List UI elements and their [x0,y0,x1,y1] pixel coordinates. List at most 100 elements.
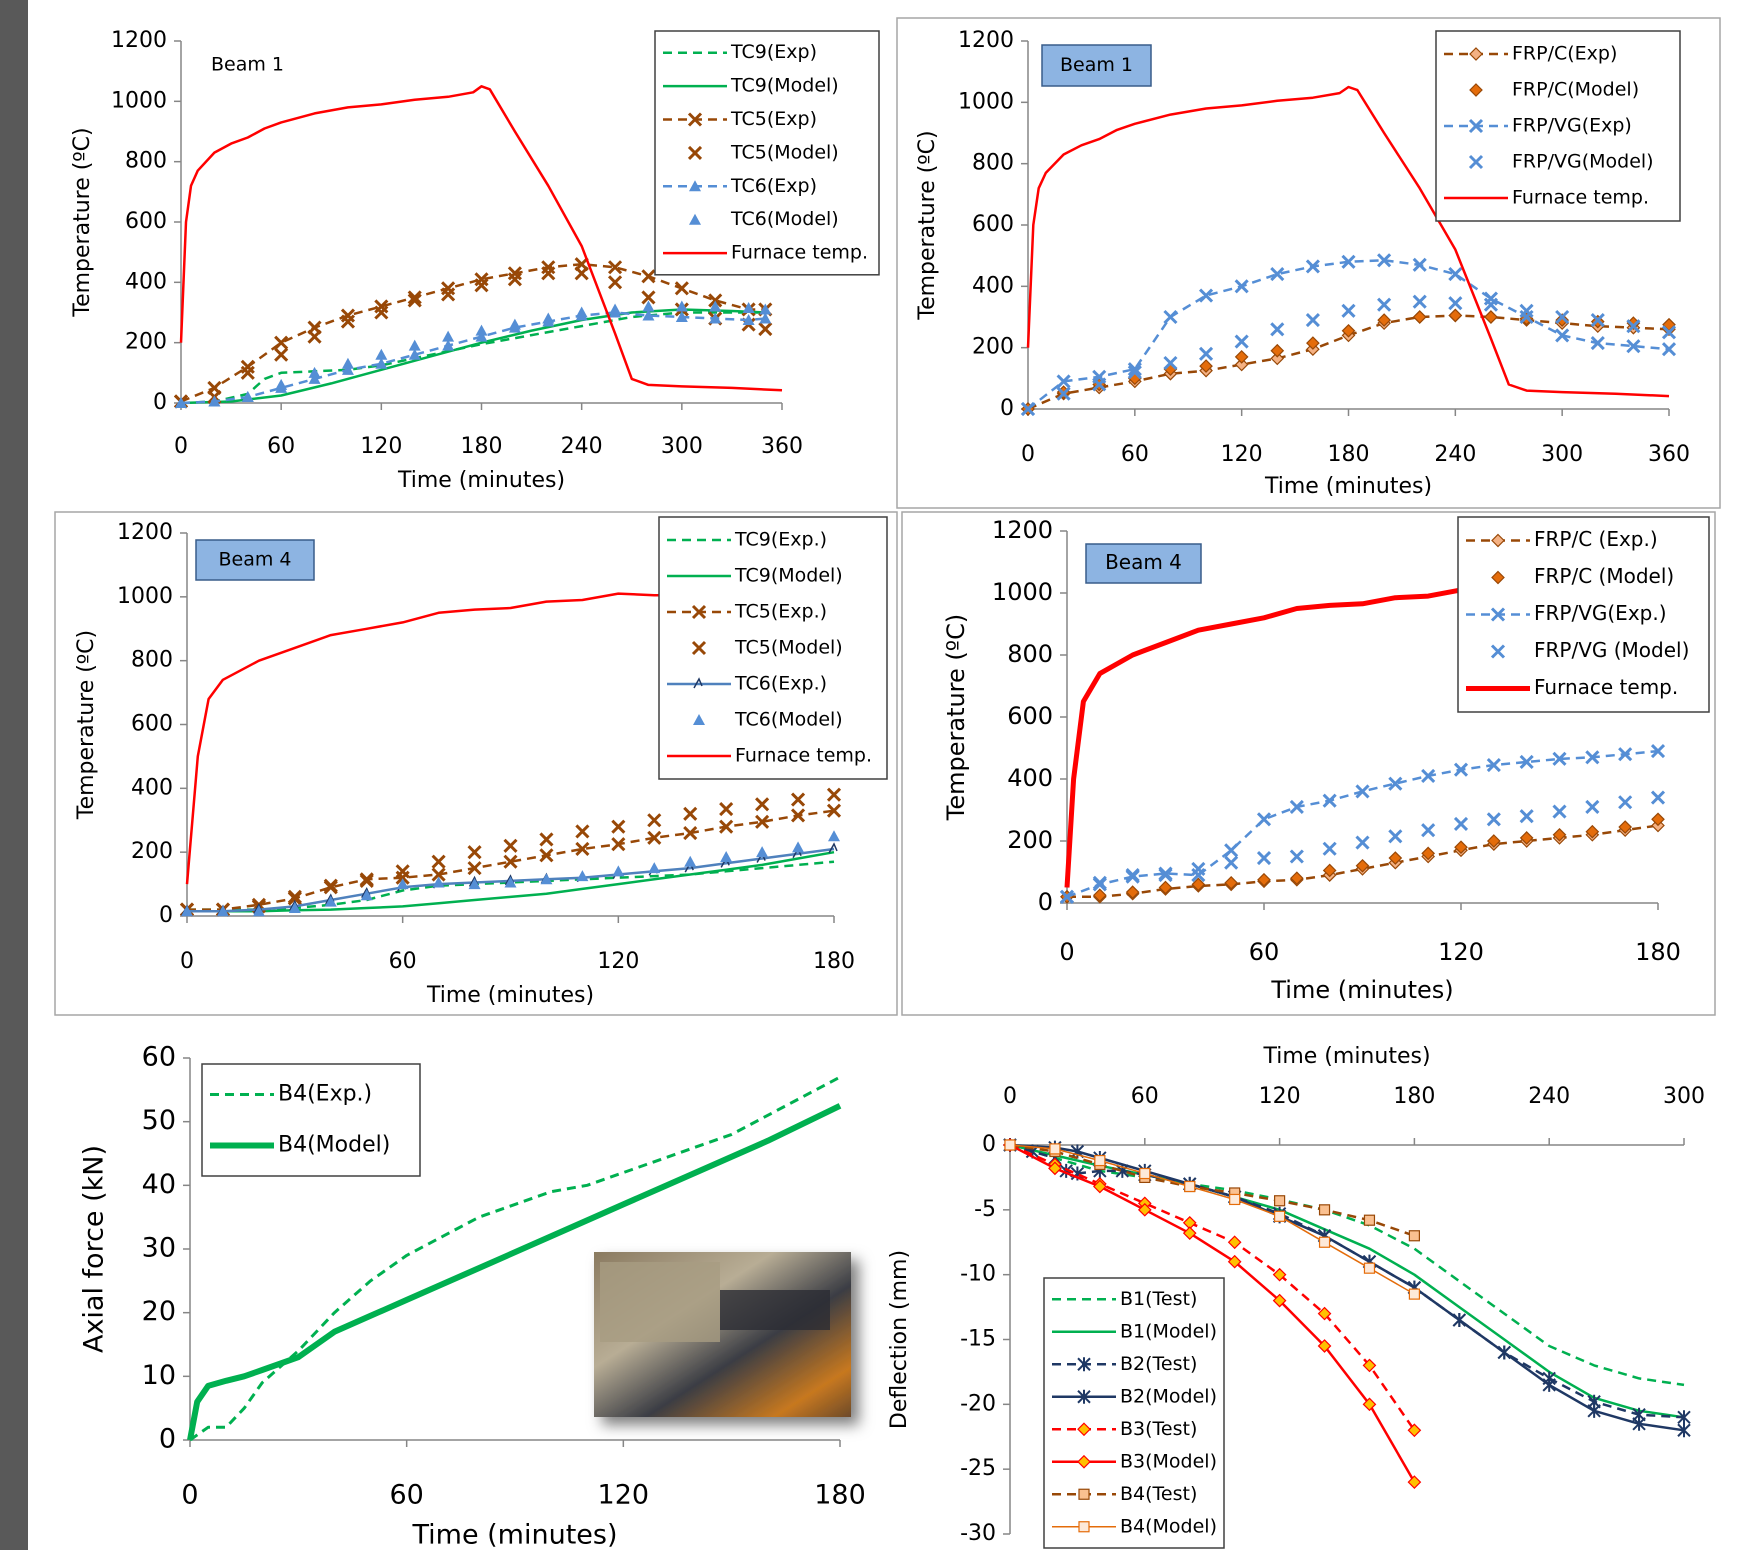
series-marker [275,378,288,390]
legend-label: B4(Test) [1120,1483,1197,1505]
y-tick-label: 30 [142,1233,176,1264]
series-marker [683,825,698,841]
series-marker [1322,841,1337,856]
series-marker [759,303,772,315]
series-marker [1542,1377,1556,1392]
x-tick-label: 120 [360,434,402,459]
series-marker [474,278,489,293]
series-marker [574,266,589,281]
series-marker [1229,1193,1241,1206]
series-marker [826,787,842,802]
y-tick-label: 200 [131,839,173,864]
series-marker [1412,310,1427,324]
series-marker [648,862,661,874]
series-line [189,1075,841,1442]
series-marker [1056,374,1071,389]
legend-label: TC9(Model) [730,75,839,97]
x-axis-label: Time (minutes) [1262,1044,1430,1069]
series-marker [1341,323,1356,338]
series-marker [719,819,734,834]
series-marker [1094,1154,1106,1167]
legend-label: FRP/VG (Model) [1534,638,1689,662]
legend-label: FRP/VG(Exp) [1512,115,1632,137]
series-marker [1555,309,1570,325]
y-tick-label: 800 [131,648,173,673]
legend-label: TC5(Model) [734,637,843,659]
series-marker [1137,1202,1152,1217]
series-marker [340,314,356,329]
legend-label: Furnace temp. [731,242,868,264]
legend-marker [1077,1357,1091,1372]
series-marker [408,348,421,360]
series-marker [1270,322,1285,337]
series-marker [674,281,689,296]
series-marker [1408,1230,1421,1242]
x-tick-label: 120 [1438,938,1484,966]
series-marker [1555,313,1570,327]
y-tick-label: -10 [960,1262,996,1287]
series-marker [576,870,589,882]
series-marker [1191,861,1206,876]
series-marker [1270,351,1285,366]
series-marker [1453,762,1469,777]
y-tick-label: -15 [960,1327,996,1352]
series-marker [575,841,590,857]
series-marker [1289,849,1304,864]
legend-marker [1077,1389,1091,1404]
series-marker [1412,294,1427,309]
series-marker [1355,784,1370,799]
series-marker [1650,790,1666,805]
series-marker [641,290,656,305]
series-line [187,1103,842,1441]
series-marker [1362,1358,1377,1373]
series-marker [1454,840,1468,855]
series-marker [709,312,722,324]
series-marker [742,314,755,326]
series-marker [216,905,229,917]
series-line [1064,587,1462,888]
series-marker [240,365,255,380]
series-marker [1407,1423,1422,1438]
y-tick-label: 800 [1007,640,1053,668]
y-tick-label: 40 [142,1169,176,1200]
series-marker [1483,297,1499,312]
legend-label: TC6(Model) [730,208,839,230]
series-line [185,592,691,885]
series-marker [1552,827,1567,842]
annotation-box [1041,44,1152,87]
y-tick-label: 0 [1000,396,1014,421]
series-marker [323,878,338,893]
legend-marker [1491,533,1505,548]
x-tick-label: 0 [1021,442,1035,467]
x-axis-label: Time (minutes) [1264,474,1432,499]
series-marker [341,357,354,369]
series-marker [1163,355,1178,371]
series-marker [1363,1262,1376,1274]
series-marker [1486,834,1501,848]
series-marker [641,269,656,284]
series-marker [395,864,410,879]
series-marker [1318,1204,1331,1216]
series-marker [1256,850,1272,866]
series-marker [1317,1306,1332,1321]
y-tick-label: 1200 [958,28,1014,53]
series-marker [1127,365,1142,380]
y-tick-label: 1000 [958,89,1014,114]
x-tick-label: 360 [1648,442,1690,467]
series-marker [826,803,842,818]
series-marker [575,306,588,318]
series-marker [1552,751,1567,766]
y-axis-label: Temperature (ºC) [74,630,99,820]
series-marker [759,312,772,324]
series-marker [1289,799,1304,814]
series-marker [1305,313,1320,328]
x-tick-label: 0 [174,434,188,459]
series-marker [1519,754,1534,770]
y-tick-label: 0 [982,1132,996,1157]
series-marker [1158,868,1173,883]
series-marker [1377,297,1392,312]
series-marker [374,305,389,320]
y-tick-label: 400 [1007,764,1053,792]
legend-label: Furnace temp. [1512,187,1649,209]
x-tick-label: 360 [761,434,803,459]
